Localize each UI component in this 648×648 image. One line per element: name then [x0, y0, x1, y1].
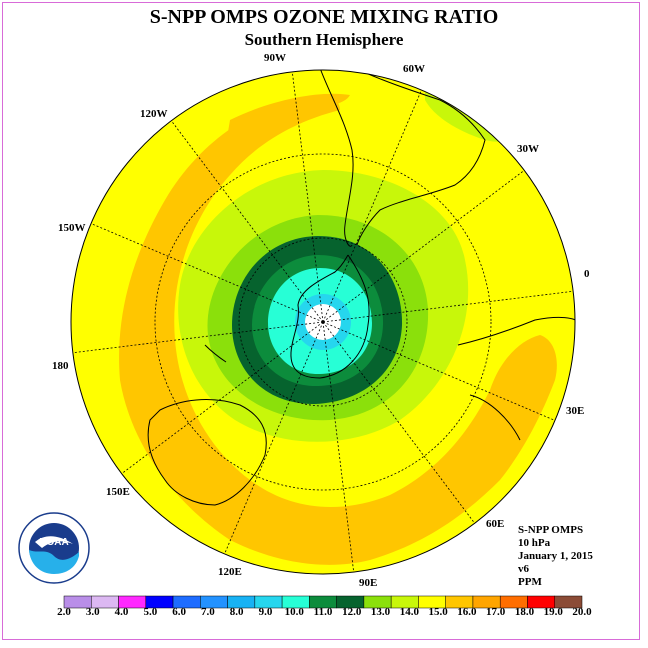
image-frame	[2, 2, 640, 640]
colorbar-tick-label: 12.0	[342, 606, 362, 618]
colorbar-tick-label: 14.0	[399, 606, 419, 618]
colorbar-tick-label: 16.0	[457, 606, 477, 618]
colorbar-tick-label: 17.0	[486, 606, 506, 618]
lon-label-120e: 120E	[218, 566, 242, 578]
meridian-line	[90, 223, 324, 323]
meridian-line	[322, 321, 556, 421]
meridian-line	[171, 120, 324, 323]
meridian-line	[224, 321, 324, 555]
meridian-line	[121, 321, 324, 474]
pole-dot	[321, 320, 325, 324]
lon-label-90w: 90W	[264, 52, 286, 64]
colorbar-tick-label: 13.0	[370, 606, 391, 618]
colorbar-tick-label: 3.0	[85, 606, 100, 618]
ozone-field	[71, 70, 575, 574]
lon-label-0: 0	[584, 268, 590, 280]
meridian-line	[322, 321, 355, 573]
colorbar-tick-label: 20.0	[572, 606, 592, 618]
colorbar	[63, 595, 583, 609]
graticule	[154, 153, 492, 491]
africa-coast	[457, 316, 575, 441]
page-subtitle: Southern Hemisphere	[244, 30, 404, 49]
info-version: v6	[518, 563, 529, 575]
lon-label-60w: 60W	[403, 63, 425, 75]
colorbar-tick-label: 5.0	[143, 606, 158, 618]
colorbar-labels: 2.0 3.0 4.0 5.0 6.0 7.0 8.0 9.0 10.0 11.0 12.0 13.0…	[0, 606, 648, 620]
noaa-logo-bird	[35, 536, 73, 548]
info-level: 10 hPa	[518, 537, 551, 549]
colorbar-tick-label: 8.0	[229, 606, 244, 618]
lon-label-150w: 150W	[58, 222, 86, 234]
meridian-line	[322, 321, 475, 524]
info-units: PPM	[518, 576, 542, 588]
antarctica-coast	[290, 254, 370, 379]
meridian-line	[291, 71, 324, 323]
colorbar-swatch	[554, 595, 583, 609]
south-america-coast	[319, 70, 486, 247]
meridian-line	[322, 290, 574, 323]
meridian-lines	[72, 71, 574, 573]
colorbar-tick-label: 4.0	[114, 606, 129, 618]
lon-label-120w: 120W	[140, 108, 168, 120]
colorbar-tick-label: 7.0	[201, 606, 215, 618]
noaa-logo-wave	[29, 550, 79, 574]
colorbar-tick-label: 11.0	[313, 606, 333, 618]
meridian-line	[72, 321, 324, 354]
lon-label-150e: 150E	[106, 486, 130, 498]
noaa-logo-text: NOAA	[39, 537, 68, 548]
colorbar-tick-label: 10.0	[284, 606, 304, 618]
lon-label-30e: 30E	[566, 405, 585, 417]
lon-label-30w: 30W	[517, 143, 539, 155]
colorbar-tick-label: 15.0	[428, 606, 448, 618]
noaa-logo: NOAA	[18, 512, 90, 584]
page-title: S-NPP OMPS OZONE MIXING RATIO	[149, 6, 499, 28]
info-date: January 1, 2015	[518, 550, 593, 562]
orange-region-north	[225, 93, 350, 150]
colorbar-tick-label: 19.0	[543, 606, 563, 618]
new-zealand-coast	[204, 344, 227, 363]
colorbar-tick-label: 2.0	[57, 606, 71, 618]
australia-coast	[147, 399, 267, 506]
colorbar-tick-label: 18.0	[514, 606, 535, 618]
info-instrument: S-NPP OMPS	[518, 524, 584, 536]
coastlines	[147, 70, 575, 506]
lon-label-60e: 60E	[486, 518, 505, 530]
meridian-line	[322, 89, 422, 323]
lon-label-90e: 90E	[359, 577, 378, 589]
lon-label-180: 180	[52, 360, 69, 372]
map-border	[70, 69, 576, 575]
colorbar-tick-label: 9.0	[258, 606, 273, 618]
info-block: S-NPP OMPS 10 hPa January 1, 2015 v6 PPM	[518, 524, 593, 589]
colorbar-tick-label: 6.0	[172, 606, 186, 618]
meridian-line	[322, 170, 525, 323]
